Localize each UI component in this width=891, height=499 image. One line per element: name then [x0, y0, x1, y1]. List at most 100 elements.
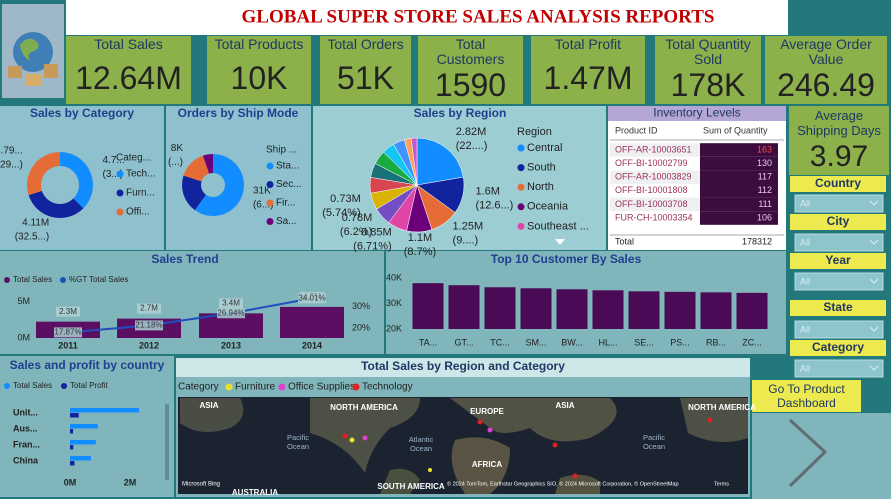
bar: [520, 288, 552, 329]
data-label: 4.11M: [22, 217, 49, 228]
y-tick-label: 5M: [17, 296, 30, 306]
bar: [70, 461, 75, 466]
y2-tick-label: 20%: [352, 322, 370, 332]
kpi-card-content: Total Quantity Sold 178K: [655, 36, 761, 104]
kpi-value: 12.64M: [75, 59, 182, 96]
label-bg: [56, 306, 80, 317]
kpi-value: 1590: [434, 67, 507, 103]
button-label[interactable]: Go To Product Dashboard: [768, 382, 845, 410]
cell: FUR-CH-10003354: [615, 212, 693, 222]
bar: [736, 292, 768, 329]
kpi-label: Total Orders: [327, 36, 404, 52]
legend-marker: [116, 208, 124, 216]
legend-label: Furniture: [235, 382, 275, 393]
legend-label: Southeast ...: [527, 220, 589, 232]
bar: [592, 290, 624, 329]
y-tick-label: Unit...: [13, 407, 38, 417]
data-label: 1.25M: [453, 220, 484, 232]
map-label: NORTH AMERICA: [688, 403, 756, 412]
x-tick-label: RB...: [706, 337, 726, 347]
data-label: (6...): [253, 200, 274, 211]
slicer-value: All: [800, 237, 810, 247]
slicer-dropdown[interactable]: [794, 233, 884, 252]
kpi-card: [531, 36, 645, 104]
data-label: 0.73M: [330, 193, 361, 205]
kpi-card-content: Total Products 10K: [207, 36, 311, 104]
slicer-dropdown[interactable]: [794, 320, 884, 339]
slicer-header: [790, 176, 886, 192]
label-bg: [54, 327, 82, 338]
table-row: [610, 184, 700, 198]
y-tick-label: 30K: [386, 298, 402, 308]
chart-title: Sales Trend: [151, 252, 218, 266]
data-label: (...): [168, 157, 183, 168]
cell: OFF-BI-10001808: [615, 185, 688, 195]
kpi-card: [66, 36, 191, 104]
kpi-card-content: Total Sales 12.64M: [66, 36, 191, 104]
data-label: 34.01%: [298, 293, 325, 302]
legend-label: Oceania: [527, 201, 569, 213]
pie-slice: [27, 152, 61, 196]
data-bar-cell: [700, 156, 778, 171]
data-bar-cell: [700, 184, 778, 198]
bar: [700, 292, 732, 329]
button[interactable]: [752, 380, 861, 412]
kpi-value: 246.49: [777, 67, 875, 103]
pie-slice: [202, 154, 213, 174]
data-label: 2.7M: [140, 304, 158, 313]
data-bar-cell: [700, 211, 778, 225]
map-label: Pacific Ocean: [642, 433, 666, 451]
data-label: 21.18%: [135, 321, 162, 330]
kpi-card: [789, 106, 889, 175]
label-bg: [298, 293, 326, 304]
pie-slice: [194, 154, 244, 216]
bar: [448, 285, 480, 329]
data-label: (3...): [102, 169, 123, 180]
map-label: ASIA: [555, 401, 575, 410]
y2-tick-label: 30%: [352, 301, 370, 311]
label-bg: [217, 308, 245, 319]
kpi-card-content: Total Customers 1590: [418, 36, 523, 104]
map-label: EUROPE: [470, 407, 504, 416]
pie-slice: [60, 152, 93, 209]
map-terms: Terms: [714, 481, 729, 487]
cell: OFF-AR-10003829: [615, 172, 692, 182]
x-tick-label: 2014: [302, 340, 322, 350]
slicer-dropdown[interactable]: [794, 194, 884, 213]
x-tick-label: 2M: [124, 477, 137, 487]
kpi-value: 10K: [230, 59, 288, 96]
kpi-value: 3.97: [809, 139, 869, 173]
x-tick-label: 2013: [221, 340, 241, 350]
data-label: (9....): [453, 234, 479, 246]
arrow-icon[interactable]: [788, 418, 828, 488]
data-bar-cell: [700, 143, 778, 157]
kpi-label: Total Profit: [554, 36, 622, 52]
legend-marker: [278, 383, 286, 391]
scroll-arrow[interactable]: [555, 239, 565, 245]
chart-title: Sales and profit by country: [10, 358, 165, 372]
chevron: [869, 239, 879, 245]
x-tick-label: BW...: [561, 337, 583, 347]
data-label: 4.7...: [102, 155, 124, 166]
data-label: 1.1M: [408, 232, 432, 244]
legend-title: Ship ...: [266, 145, 297, 156]
kpi-label: Total Customers: [436, 36, 505, 67]
total-label: Total: [615, 236, 634, 246]
logo: [2, 4, 64, 98]
kpi-label: Average Order Value: [780, 36, 872, 67]
legend-label: Offi...: [126, 207, 150, 218]
data-label: (32.5...): [15, 231, 49, 242]
cell: 163: [757, 144, 772, 154]
panel-header: [608, 106, 786, 121]
kpi-label: Average Shipping Days: [797, 108, 881, 138]
slicer-dropdown[interactable]: [794, 359, 884, 378]
kpi-card-content: Total Orders 51K: [320, 36, 411, 104]
kpi-card-content: Total Profit 1.47M: [531, 36, 645, 104]
slicer-dropdown[interactable]: [794, 272, 884, 291]
legend-label: Sta...: [276, 161, 299, 172]
chevron: [869, 326, 879, 332]
bar: [70, 408, 140, 413]
data-label: 8K: [171, 143, 184, 154]
data-label: (8.7%): [404, 246, 436, 258]
table-row: [610, 156, 700, 171]
